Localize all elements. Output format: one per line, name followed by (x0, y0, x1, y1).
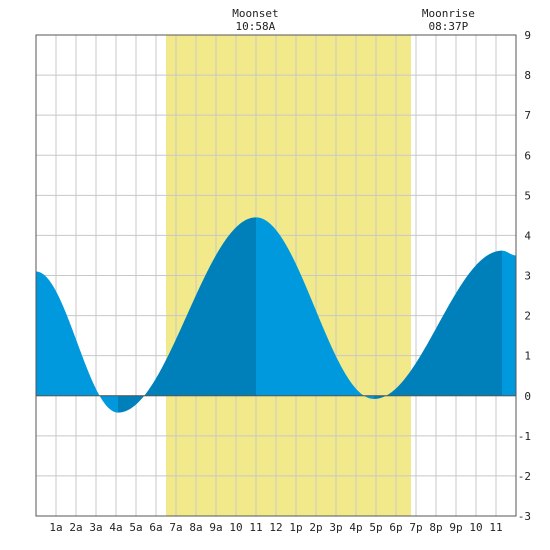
y-tick-label: 5 (524, 189, 531, 202)
plot-frame-layer (35, 34, 517, 517)
x-tick-label: 10 (469, 521, 482, 534)
plot-frame (35, 34, 517, 517)
tide-area-rising (374, 250, 502, 399)
x-tick-label: 5a (129, 521, 142, 534)
x-tick-label: 4a (109, 521, 122, 534)
y-tick-label: 4 (524, 229, 531, 242)
x-tick-label: 3p (329, 521, 342, 534)
x-tick-label: 2a (69, 521, 82, 534)
x-tick-label: 9p (449, 521, 462, 534)
y-tick-label: -3 (518, 510, 531, 523)
x-tick-labels: 1a 2a 3a 4a 5a 6a 7a 8a 9a 10 11 12 1p 2p 3p 4p 5p 6p 7p 8p… (49, 521, 502, 534)
x-tick-label: 4p (349, 521, 362, 534)
y-tick-label: -2 (518, 470, 531, 483)
x-tick-label: 9a (209, 521, 222, 534)
y-tick-label: -1 (518, 430, 531, 443)
y-tick-label: 8 (524, 69, 531, 82)
x-tick-label: 1p (289, 521, 302, 534)
x-tick-label: 1a (49, 521, 62, 534)
y-tick-label: 0 (524, 390, 531, 403)
x-tick-label: 8a (189, 521, 202, 534)
moon-event-name: Moonrise (422, 7, 475, 20)
moon-event-name: Moonset (232, 7, 278, 20)
moon-event-time: 10:58A (236, 20, 276, 33)
y-tick-label: 1 (524, 350, 531, 363)
x-tick-label: 12 (269, 521, 282, 534)
y-tick-label: 7 (524, 109, 531, 122)
tide-area-falling (502, 250, 516, 396)
x-tick-label: 7p (409, 521, 422, 534)
tide-area-rising (118, 217, 256, 413)
y-tick-label: 3 (524, 270, 531, 283)
x-tick-label: 11 (249, 521, 262, 534)
moon-event-time: 08:37P (429, 20, 469, 33)
y-tick-label: 9 (524, 29, 531, 42)
y-tick-labels: -3 -2 -1 0 1 2 3 4 5 6 7 8 9 (518, 29, 532, 523)
x-tick-label: 11 (489, 521, 502, 534)
tide-area-falling (256, 217, 374, 399)
y-tick-label: 6 (524, 149, 531, 162)
tide-area-layer (36, 217, 516, 413)
x-tick-label: 7a (169, 521, 182, 534)
x-tick-label: 2p (309, 521, 322, 534)
x-tick-label: 8p (429, 521, 442, 534)
x-tick-label: 6a (149, 521, 162, 534)
tide-area-falling (36, 271, 118, 413)
y-tick-label: 2 (524, 310, 531, 323)
x-tick-label: 10 (229, 521, 242, 534)
x-tick-label: 6p (389, 521, 402, 534)
x-tick-label: 3a (89, 521, 102, 534)
x-tick-label: 5p (369, 521, 382, 534)
